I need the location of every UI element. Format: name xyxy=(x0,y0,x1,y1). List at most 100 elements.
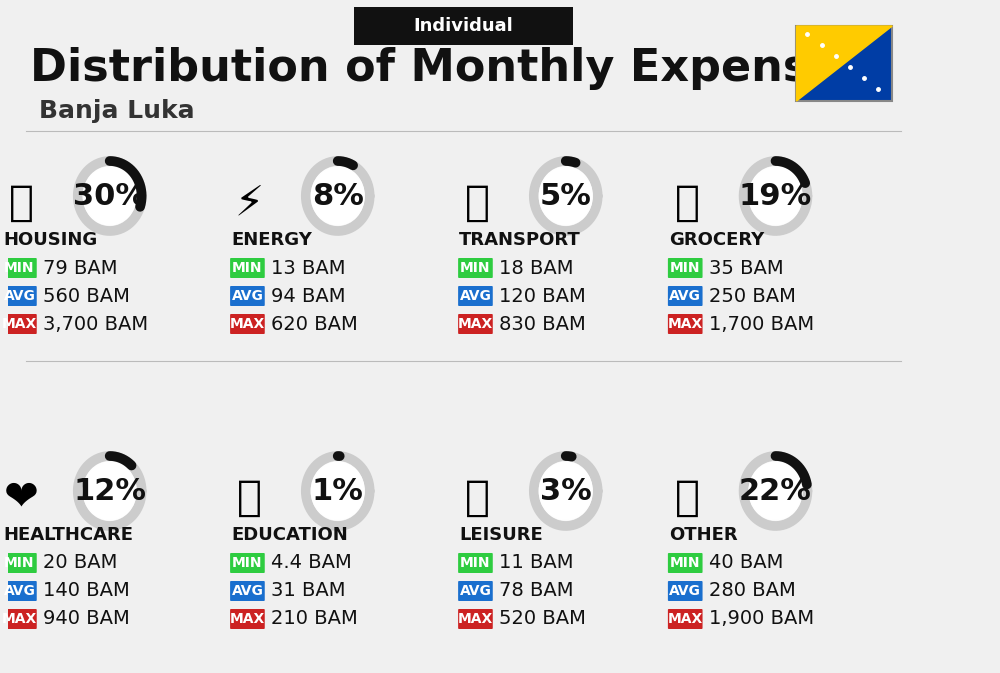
Text: 22%: 22% xyxy=(739,476,812,505)
Text: LEISURE: LEISURE xyxy=(459,526,543,544)
Circle shape xyxy=(83,167,136,225)
Text: 1,700 BAM: 1,700 BAM xyxy=(709,314,814,334)
Text: 31 BAM: 31 BAM xyxy=(271,581,346,600)
Text: 940 BAM: 940 BAM xyxy=(43,610,130,629)
Text: Banja Luka: Banja Luka xyxy=(39,99,195,123)
Circle shape xyxy=(83,462,136,520)
Text: MAX: MAX xyxy=(458,612,493,626)
Text: Distribution of Monthly Expenses: Distribution of Monthly Expenses xyxy=(30,46,866,90)
Text: AVG: AVG xyxy=(3,289,35,303)
FancyBboxPatch shape xyxy=(458,581,493,601)
Text: 830 BAM: 830 BAM xyxy=(499,314,586,334)
FancyBboxPatch shape xyxy=(458,314,493,334)
Text: 19%: 19% xyxy=(739,182,812,211)
FancyBboxPatch shape xyxy=(2,286,37,306)
Text: MAX: MAX xyxy=(2,317,37,331)
FancyBboxPatch shape xyxy=(2,314,37,334)
Text: 💰: 💰 xyxy=(675,477,700,519)
Text: HOUSING: HOUSING xyxy=(3,231,97,249)
Text: 🛍️: 🛍️ xyxy=(465,477,490,519)
Text: 78 BAM: 78 BAM xyxy=(499,581,574,600)
FancyBboxPatch shape xyxy=(458,553,493,573)
Text: AVG: AVG xyxy=(460,289,491,303)
Text: 18 BAM: 18 BAM xyxy=(499,258,574,277)
FancyBboxPatch shape xyxy=(230,286,265,306)
Text: 30%: 30% xyxy=(73,182,146,211)
Circle shape xyxy=(749,167,802,225)
Text: 12%: 12% xyxy=(73,476,146,505)
Text: 4.4 BAM: 4.4 BAM xyxy=(271,553,352,573)
FancyBboxPatch shape xyxy=(2,553,37,573)
Text: 5%: 5% xyxy=(540,182,592,211)
Text: MIN: MIN xyxy=(4,556,35,570)
Text: MIN: MIN xyxy=(232,556,263,570)
FancyBboxPatch shape xyxy=(668,258,703,278)
FancyBboxPatch shape xyxy=(230,314,265,334)
Text: TRANSPORT: TRANSPORT xyxy=(459,231,581,249)
Text: 79 BAM: 79 BAM xyxy=(43,258,118,277)
Text: 1,900 BAM: 1,900 BAM xyxy=(709,610,814,629)
Text: MIN: MIN xyxy=(4,261,35,275)
Text: GROCERY: GROCERY xyxy=(669,231,764,249)
FancyBboxPatch shape xyxy=(796,26,892,101)
Circle shape xyxy=(749,462,802,520)
Circle shape xyxy=(311,167,364,225)
Text: 8%: 8% xyxy=(312,182,364,211)
Text: 520 BAM: 520 BAM xyxy=(499,610,586,629)
Text: HEALTHCARE: HEALTHCARE xyxy=(3,526,133,544)
Text: EDUCATION: EDUCATION xyxy=(231,526,348,544)
Polygon shape xyxy=(796,26,892,101)
FancyBboxPatch shape xyxy=(458,258,493,278)
FancyBboxPatch shape xyxy=(354,7,573,45)
Circle shape xyxy=(539,462,592,520)
Text: MIN: MIN xyxy=(670,556,700,570)
FancyBboxPatch shape xyxy=(2,258,37,278)
Text: 35 BAM: 35 BAM xyxy=(709,258,784,277)
FancyBboxPatch shape xyxy=(668,609,703,629)
Circle shape xyxy=(539,167,592,225)
FancyBboxPatch shape xyxy=(668,314,703,334)
Text: AVG: AVG xyxy=(3,584,35,598)
Text: MAX: MAX xyxy=(2,612,37,626)
Text: AVG: AVG xyxy=(231,289,263,303)
FancyBboxPatch shape xyxy=(458,609,493,629)
Text: 20 BAM: 20 BAM xyxy=(43,553,117,573)
FancyBboxPatch shape xyxy=(230,553,265,573)
Text: ENERGY: ENERGY xyxy=(231,231,312,249)
Text: Individual: Individual xyxy=(414,17,513,35)
Text: OTHER: OTHER xyxy=(669,526,737,544)
Text: 🏢: 🏢 xyxy=(9,182,34,224)
Text: AVG: AVG xyxy=(460,584,491,598)
FancyBboxPatch shape xyxy=(2,609,37,629)
Text: MIN: MIN xyxy=(460,556,491,570)
FancyBboxPatch shape xyxy=(668,286,703,306)
Text: 94 BAM: 94 BAM xyxy=(271,287,346,306)
Text: 140 BAM: 140 BAM xyxy=(43,581,130,600)
Text: 1%: 1% xyxy=(312,476,364,505)
Text: AVG: AVG xyxy=(231,584,263,598)
Text: 210 BAM: 210 BAM xyxy=(271,610,358,629)
Text: 🎓: 🎓 xyxy=(237,477,262,519)
Text: 🚌: 🚌 xyxy=(465,182,490,224)
FancyBboxPatch shape xyxy=(230,258,265,278)
FancyBboxPatch shape xyxy=(230,581,265,601)
Text: 13 BAM: 13 BAM xyxy=(271,258,346,277)
FancyBboxPatch shape xyxy=(458,286,493,306)
FancyBboxPatch shape xyxy=(668,581,703,601)
Text: AVG: AVG xyxy=(669,289,701,303)
Text: 3%: 3% xyxy=(540,476,592,505)
Text: MIN: MIN xyxy=(460,261,491,275)
Circle shape xyxy=(311,462,364,520)
Text: 3,700 BAM: 3,700 BAM xyxy=(43,314,148,334)
Text: MAX: MAX xyxy=(230,612,265,626)
Text: 620 BAM: 620 BAM xyxy=(271,314,358,334)
Text: 🛒: 🛒 xyxy=(675,182,700,224)
Text: ⚡: ⚡ xyxy=(235,182,264,224)
Text: 120 BAM: 120 BAM xyxy=(499,287,586,306)
FancyBboxPatch shape xyxy=(230,609,265,629)
Text: MAX: MAX xyxy=(458,317,493,331)
Text: ❤️: ❤️ xyxy=(4,477,39,519)
Text: MAX: MAX xyxy=(668,612,703,626)
Text: 11 BAM: 11 BAM xyxy=(499,553,574,573)
Text: MAX: MAX xyxy=(230,317,265,331)
